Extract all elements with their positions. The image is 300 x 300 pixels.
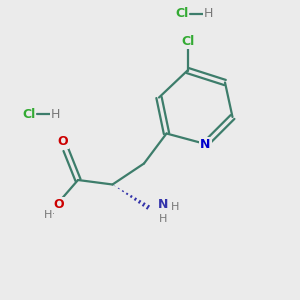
Text: H: H <box>51 107 60 121</box>
Text: N: N <box>158 198 168 212</box>
Text: O: O <box>54 198 64 212</box>
Text: Cl: Cl <box>22 107 35 121</box>
Text: H: H <box>204 7 213 20</box>
Text: O: O <box>57 135 68 148</box>
Text: H: H <box>158 214 167 224</box>
Text: ·: · <box>52 208 55 219</box>
Text: Cl: Cl <box>175 7 188 20</box>
Text: H: H <box>44 210 52 220</box>
Text: Cl: Cl <box>181 35 194 48</box>
Text: H: H <box>170 202 179 212</box>
Text: N: N <box>200 137 211 151</box>
